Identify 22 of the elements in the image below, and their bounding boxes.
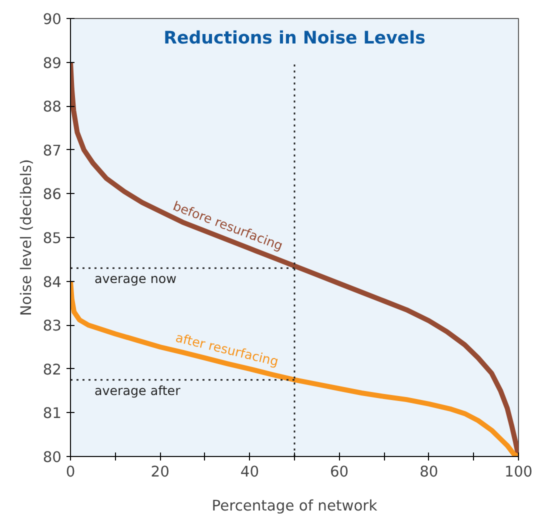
y-tick-label: 88	[42, 98, 62, 116]
y-tick-label: 84	[42, 274, 62, 291]
ref-line-label: average now	[94, 271, 176, 286]
y-tick-label: 83	[42, 318, 62, 335]
x-axis-title: Percentage of network	[212, 498, 378, 514]
y-tick-label: 87	[42, 142, 62, 160]
x-tick-label: 40	[240, 464, 260, 480]
x-tick-label: 20	[150, 464, 170, 480]
ref-line-label: average after	[94, 382, 182, 398]
y-tick-label: 80	[42, 449, 62, 466]
x-tick-label: 100	[504, 464, 532, 480]
y-tick-label: 82	[42, 361, 62, 378]
y-tick-label: 89	[42, 54, 62, 72]
y-tick-label: 90	[42, 11, 62, 28]
x-tick-label: 80	[420, 464, 438, 480]
y-tick-label: 85	[42, 230, 62, 247]
text: Reductions in Noise Levels	[164, 28, 426, 48]
y-tick-label: 86	[42, 186, 62, 204]
y-tick-label: 81	[42, 405, 62, 422]
x-tick-label: 0	[66, 464, 76, 480]
y-axis-title: Noise level (decibels)	[18, 159, 35, 316]
x-tick-label: 60	[330, 464, 349, 480]
